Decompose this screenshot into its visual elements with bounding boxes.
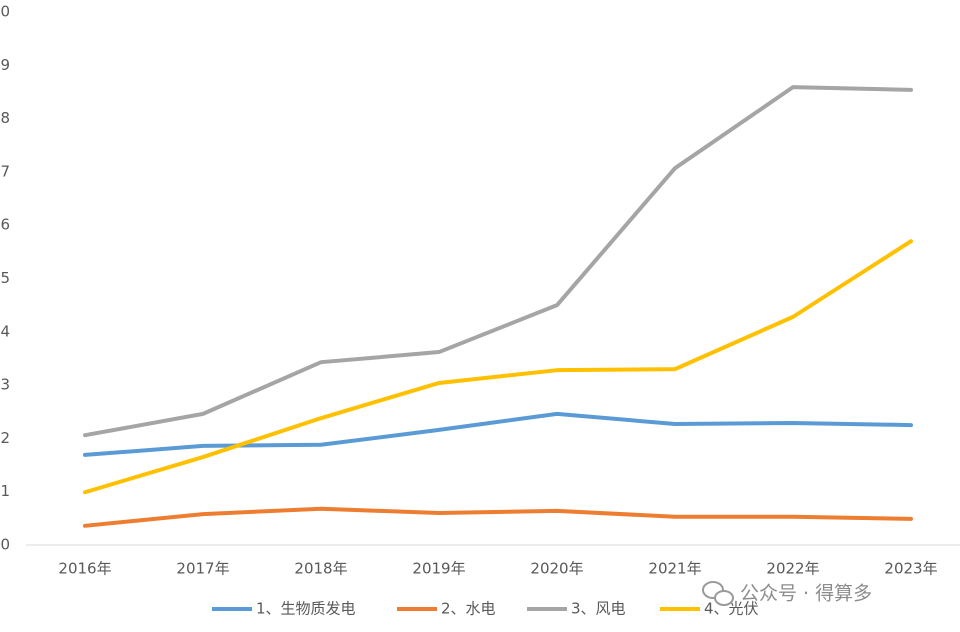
y-tick-label: 10 — [0, 3, 10, 21]
legend-label: 3、风电 — [571, 600, 626, 618]
x-tick-label: 2020年 — [530, 560, 583, 578]
y-tick-label: 6 — [0, 216, 10, 234]
x-tick-label: 2018年 — [294, 560, 347, 578]
watermark-icon — [702, 581, 734, 606]
y-tick-label: 7 — [0, 162, 10, 180]
y-tick-label: 8 — [0, 109, 10, 127]
series-line — [83, 85, 913, 438]
y-tick-label: 0 — [0, 536, 10, 554]
series-line — [83, 411, 913, 457]
legend-label: 2、水电 — [441, 600, 496, 618]
watermark: 公众号 · 得算多 — [740, 583, 872, 605]
y-tick-label: 1 — [0, 482, 10, 500]
y-tick-label: 2 — [0, 429, 10, 447]
x-tick-label: 2019年 — [412, 560, 465, 578]
x-tick-label: 2017年 — [176, 560, 229, 578]
y-tick-label: 4 — [0, 322, 10, 340]
x-tick-label: 2016年 — [58, 560, 111, 578]
x-tick-label: 2021年 — [648, 560, 701, 578]
series-line — [83, 239, 913, 495]
x-tick-label: 2022年 — [766, 560, 819, 578]
y-tick-label: 5 — [0, 269, 10, 287]
y-tick-label: 9 — [0, 56, 10, 74]
y-tick-label: 3 — [0, 376, 10, 394]
x-tick-label: 2023年 — [884, 560, 937, 578]
legend-label: 1、生物质发电 — [256, 600, 356, 618]
plot: 0 1 2 3 4 5 6 7 8 9 10 2016年 2017年 2018年 2019年 2020年 202… — [0, 3, 960, 618]
series-line — [83, 506, 913, 528]
